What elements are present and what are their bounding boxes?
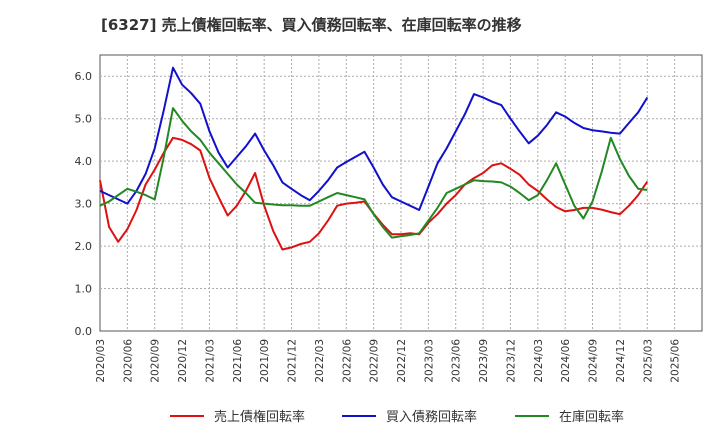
x-tick-label: 2024/09 <box>588 339 600 383</box>
legend-label-receivables: 売上債権回転率 <box>214 410 306 425</box>
legend-item-payables-turnover: 買入債務回転率 <box>342 406 477 425</box>
legend-item-receivables-turnover: 売上債権回転率 <box>170 406 305 425</box>
x-tick-label: 2023/09 <box>478 339 490 383</box>
x-tick-label: 2020/06 <box>122 339 134 383</box>
legend-label-inventory: 在庫回転率 <box>559 410 625 425</box>
x-tick-label: 2021/12 <box>287 339 299 383</box>
x-tick-label: 2023/06 <box>451 339 463 383</box>
x-tick-label: 2022/12 <box>396 339 408 383</box>
x-tick-label: 2020/03 <box>95 339 107 383</box>
chart-legend: 売上債権回転率 買入債務回転率 在庫回転率 <box>0 406 720 428</box>
legend-swatch-inventory <box>515 414 549 417</box>
legend-swatch-payables <box>342 414 376 417</box>
x-tick-label: 2024/03 <box>533 339 545 383</box>
x-tick-label: 2023/03 <box>423 339 435 383</box>
x-tick-label: 2025/06 <box>670 339 682 383</box>
x-tick-label: 2020/09 <box>150 339 162 383</box>
y-tick-label: 4.0 <box>75 155 93 168</box>
x-tick-label: 2021/03 <box>204 339 216 383</box>
y-tick-label: 6.0 <box>75 70 93 83</box>
x-tick-label: 2020/12 <box>177 339 189 383</box>
x-tick-label: 2024/12 <box>615 339 627 383</box>
y-tick-label: 0.0 <box>75 325 93 338</box>
y-tick-label: 3.0 <box>75 198 93 211</box>
x-tick-label: 2025/03 <box>642 339 654 383</box>
x-tick-label: 2024/06 <box>560 339 572 383</box>
x-tick-label: 2022/06 <box>341 339 353 383</box>
x-tick-label: 2023/12 <box>505 339 517 383</box>
y-tick-label: 5.0 <box>75 113 93 126</box>
x-tick-label: 2022/03 <box>314 339 326 383</box>
chart-title: [6327] 売上債権回転率、買入債務回転率、在庫回転率の推移 <box>101 16 522 34</box>
legend-swatch-receivables <box>170 414 204 417</box>
y-tick-label: 2.0 <box>75 240 93 253</box>
x-tick-label: 2021/09 <box>259 339 271 383</box>
legend-label-payables: 買入債務回転率 <box>386 410 478 425</box>
series-line-1 <box>99 66 649 211</box>
x-tick-label: 2021/06 <box>232 339 244 383</box>
x-tick-label: 2022/09 <box>369 339 381 383</box>
y-tick-label: 1.0 <box>75 283 93 296</box>
legend-item-inventory-turnover: 在庫回転率 <box>515 406 624 425</box>
series-line-2 <box>99 107 648 239</box>
